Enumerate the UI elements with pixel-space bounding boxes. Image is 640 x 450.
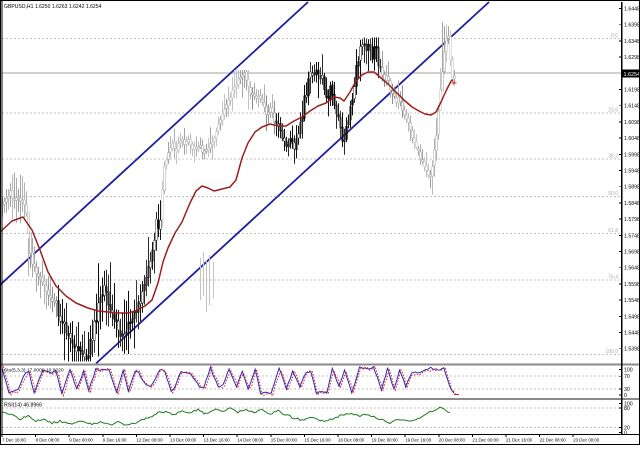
svg-text:1.5848: 1.5848 [624,201,640,207]
svg-text:1.5798: 1.5798 [624,217,640,223]
svg-text:61.8: 61.8 [608,228,618,234]
svg-text:1.5398: 1.5398 [624,347,640,353]
svg-text:0.0: 0.0 [611,33,618,39]
svg-text:1.5648: 1.5648 [624,266,640,272]
svg-text:1.6254: 1.6254 [624,72,640,78]
svg-text:9 Dec 00:00: 9 Dec 00:00 [69,438,93,443]
svg-text:15 Dec 16:00: 15 Dec 16:00 [304,438,331,443]
svg-text:1.5998: 1.5998 [624,152,640,158]
svg-text:1.6148: 1.6148 [624,104,640,110]
svg-text:38.2: 38.2 [608,154,618,160]
svg-text:0: 0 [624,430,627,436]
svg-text:13 Dec 00:00: 13 Dec 00:00 [170,438,197,443]
svg-text:1.5898: 1.5898 [624,185,640,191]
svg-text:1.6348: 1.6348 [624,39,640,45]
svg-text:GBPUSD,H1 1.6250 1.6263 1.624: GBPUSD,H1 1.6250 1.6263 1.6242 1.6254 [4,4,102,10]
svg-text:20 Dec 08:00: 20 Dec 08:00 [439,438,466,443]
svg-text:1.6398: 1.6398 [624,23,640,29]
svg-text:100.0: 100.0 [605,349,618,355]
svg-text:Sto(5,3,3) 17.0000 10.0220: Sto(5,3,3) 17.0000 10.0220 [4,368,64,374]
svg-text:12 Dec 08:00: 12 Dec 08:00 [136,438,163,443]
svg-text:16 Dec 08:00: 16 Dec 08:00 [338,438,365,443]
svg-text:76.4: 76.4 [608,274,618,280]
svg-text:15 Dec 00:00: 15 Dec 00:00 [271,438,298,443]
svg-text:1.5698: 1.5698 [624,250,640,256]
svg-text:22 Dec 08:00: 22 Dec 08:00 [540,438,567,443]
svg-text:1.5448: 1.5448 [624,331,640,337]
svg-text:21 Dec 16:00: 21 Dec 16:00 [506,438,533,443]
svg-text:19 Dec 00:00: 19 Dec 00:00 [372,438,399,443]
svg-text:23 Dec 00:00: 23 Dec 00:00 [573,438,600,443]
svg-text:1.6198: 1.6198 [624,88,640,94]
svg-text:0: 0 [624,393,627,399]
svg-text:1.5748: 1.5748 [624,233,640,239]
svg-text:21 Dec 00:00: 21 Dec 00:00 [472,438,499,443]
svg-text:RSI(14) 46.8966: RSI(14) 46.8966 [4,403,42,409]
svg-text:1.5948: 1.5948 [624,169,640,175]
svg-text:8 Dec 08:00: 8 Dec 08:00 [36,438,60,443]
svg-text:50.0: 50.0 [608,191,618,197]
svg-text:80: 80 [624,406,630,412]
svg-text:1.6448: 1.6448 [624,7,640,13]
svg-text:1.6298: 1.6298 [624,55,640,61]
svg-text:1.6098: 1.6098 [624,120,640,126]
svg-text:13 Dec 16:00: 13 Dec 16:00 [204,438,231,443]
svg-text:9 Dec 16:00: 9 Dec 16:00 [103,438,127,443]
svg-text:7 Dec 16:00: 7 Dec 16:00 [2,438,26,443]
svg-text:1.5598: 1.5598 [624,282,640,288]
svg-text:14 Dec 08:00: 14 Dec 08:00 [237,438,264,443]
svg-text:70: 70 [624,374,630,380]
svg-text:1.5548: 1.5548 [624,298,640,304]
svg-text:19 Dec 16:00: 19 Dec 16:00 [405,438,432,443]
svg-text:1.6048: 1.6048 [624,136,640,142]
svg-text:23.6: 23.6 [608,108,618,114]
svg-text:1.5498: 1.5498 [624,314,640,320]
svg-text:100: 100 [624,368,633,374]
